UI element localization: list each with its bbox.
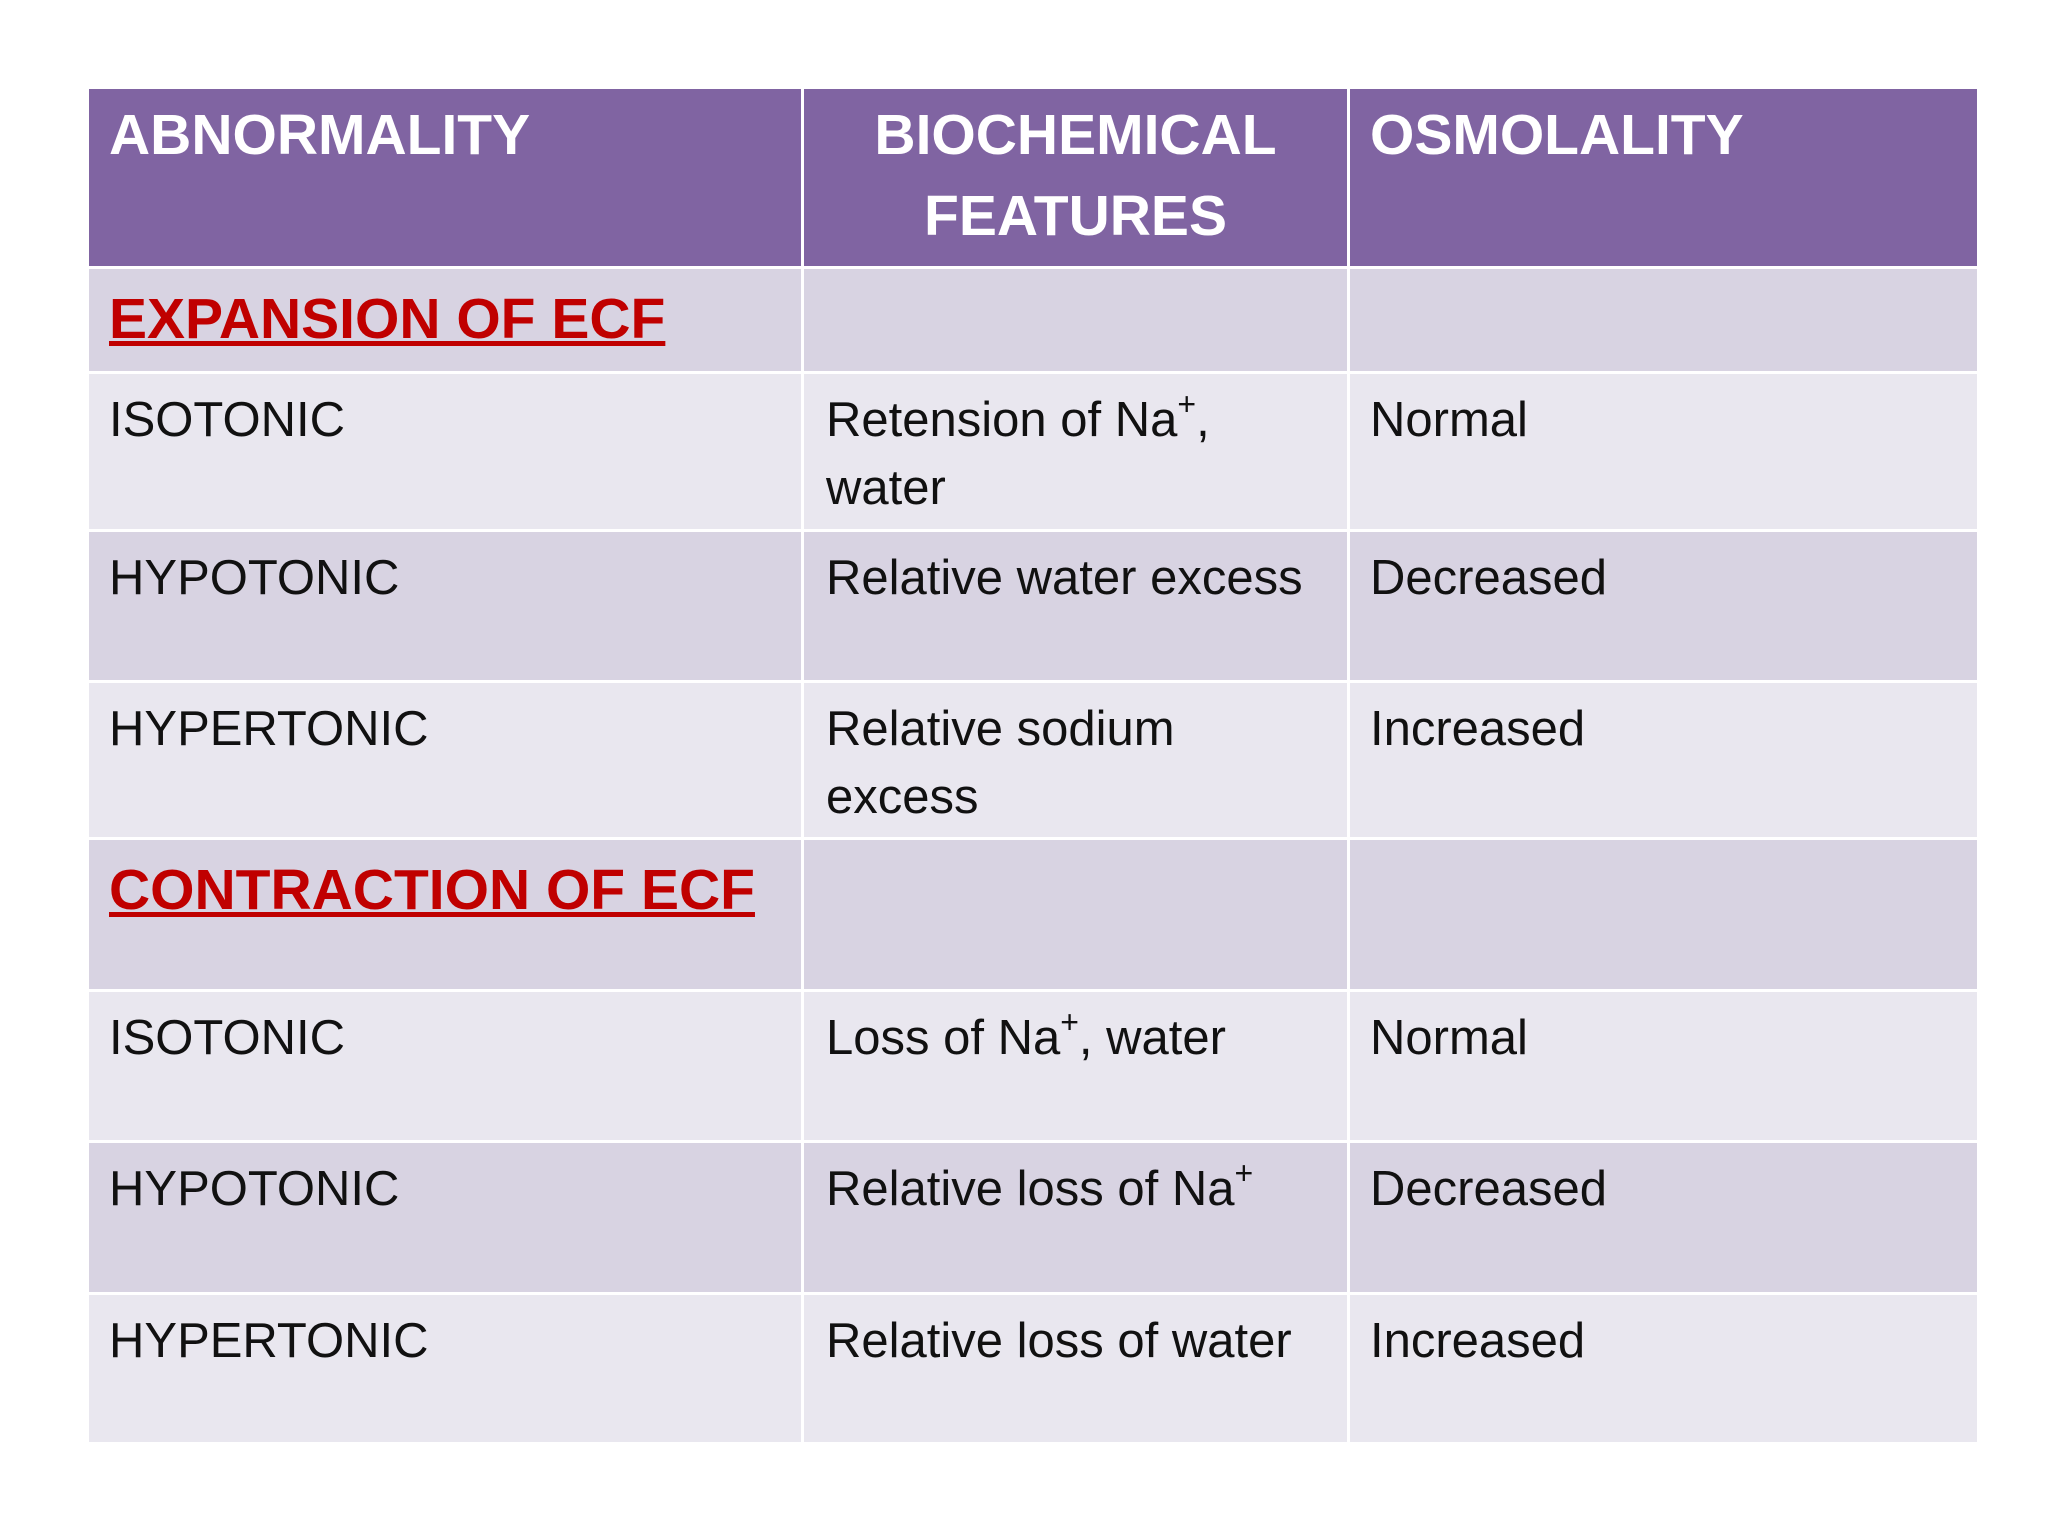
osmolality-cell: Increased: [1347, 1292, 1980, 1445]
abnormality-cell: HYPERTONIC: [86, 680, 804, 840]
osmolality-cell: Increased: [1347, 680, 1980, 840]
header-cell: ABNORMALITY: [86, 86, 804, 269]
features-cell: Relative sodium excess: [801, 680, 1350, 840]
empty-cell: [801, 266, 1350, 374]
section-row: EXPANSION OF ECF: [86, 266, 1980, 374]
features-text: Loss of Na: [826, 1011, 1061, 1065]
superscript: +: [1060, 1003, 1079, 1040]
abnormality-cell: HYPOTONIC: [86, 529, 804, 683]
abnormality-cell: HYPERTONIC: [86, 1292, 804, 1445]
features-text: , water: [826, 393, 1210, 515]
section-cell: CONTRACTION OF ECF: [86, 837, 804, 992]
data-row: HYPOTONIC Relative water excess Decreased: [86, 529, 1980, 683]
header-row: ABNORMALITY BIOCHEMICAL FEATURES OSMOLAL…: [86, 86, 1980, 269]
data-row: HYPERTONIC Relative loss of water Increase…: [86, 1292, 1980, 1445]
section-title: EXPANSION OF ECF: [109, 287, 666, 351]
features-cell: Loss of Na+, water: [801, 989, 1350, 1143]
section-row: CONTRACTION OF ECF: [86, 837, 1980, 992]
data-row: HYPERTONIC Relative sodium excess Increase…: [86, 680, 1980, 840]
superscript: +: [1177, 385, 1197, 422]
empty-cell: [801, 837, 1350, 992]
table-body: EXPANSION OF ECF ISOTONIC Retension of Na+…: [86, 266, 1980, 1445]
features-text: Relative water excess: [826, 551, 1303, 605]
osmolality-cell: Normal: [1347, 371, 1980, 532]
empty-cell: [1347, 266, 1980, 374]
features-text: Relative loss of Na: [826, 1162, 1235, 1216]
abnormality-cell: ISOTONIC: [86, 371, 804, 532]
osmolality-cell: Decreased: [1347, 529, 1980, 683]
features-text: Relative loss of water: [826, 1314, 1292, 1368]
features-text: , water: [1078, 1011, 1226, 1065]
section-cell: EXPANSION OF ECF: [86, 266, 804, 374]
table: ABNORMALITY BIOCHEMICAL FEATURES OSMOLAL…: [86, 86, 1980, 1445]
features-text: Relative sodium excess: [826, 702, 1175, 824]
empty-cell: [1347, 837, 1980, 992]
features-text: Retension of Na: [826, 393, 1178, 447]
features-cell: Retension of Na+, water: [801, 371, 1350, 532]
osmolality-cell: Decreased: [1347, 1140, 1980, 1295]
abnormality-cell: ISOTONIC: [86, 989, 804, 1143]
features-cell: Relative water excess: [801, 529, 1350, 683]
header-cell: BIOCHEMICAL FEATURES: [801, 86, 1350, 269]
features-cell: Relative loss of Na+: [801, 1140, 1350, 1295]
section-title: CONTRACTION OF ECF: [109, 858, 755, 922]
data-row: ISOTONIC Retension of Na+, water Normal: [86, 371, 1980, 532]
data-row: HYPOTONIC Relative loss of Na+ Decreased: [86, 1140, 1980, 1295]
header-cell: OSMOLALITY: [1347, 86, 1980, 269]
superscript: +: [1234, 1154, 1254, 1191]
abnormality-cell: HYPOTONIC: [86, 1140, 804, 1295]
osmolality-cell: Normal: [1347, 989, 1980, 1143]
data-row: ISOTONIC Loss of Na+, water Normal: [86, 989, 1980, 1143]
features-cell: Relative loss of water: [801, 1292, 1350, 1445]
